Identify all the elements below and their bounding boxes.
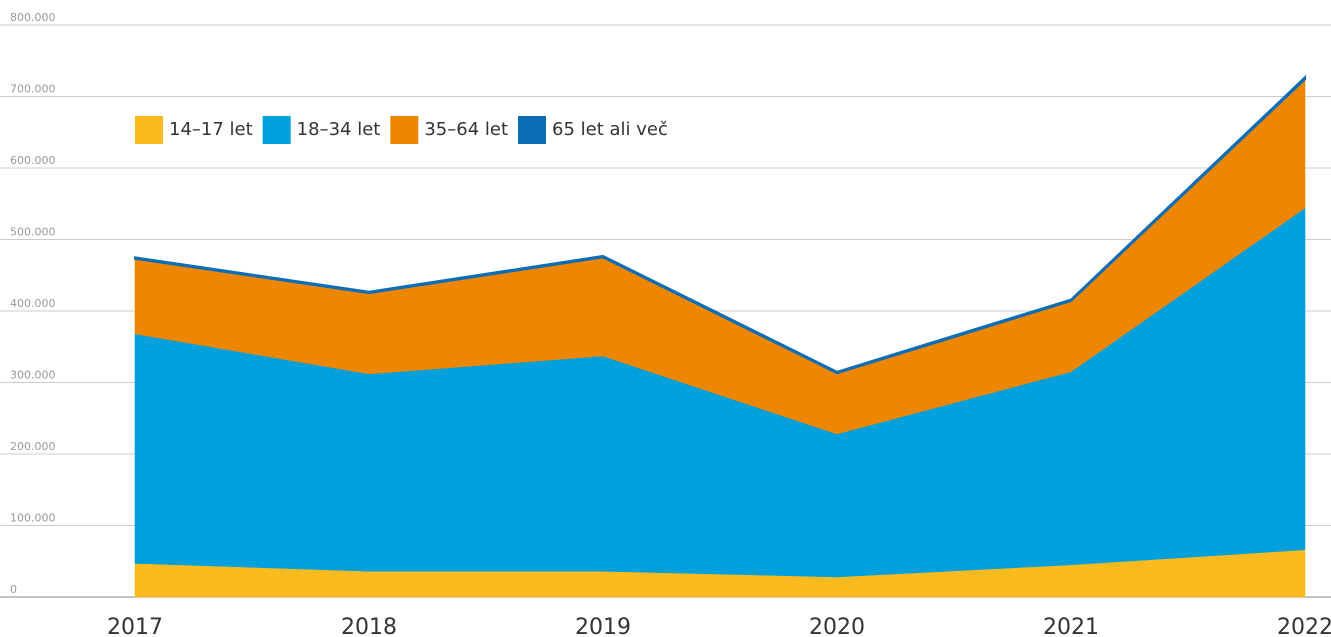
x-tick-label: 2019 (575, 615, 631, 637)
y-tick-label: 500.000 (10, 226, 56, 239)
x-tick-label: 2021 (1043, 615, 1099, 637)
y-tick-label: 200.000 (10, 440, 56, 453)
legend-label: 35–64 let (424, 119, 508, 140)
y-tick-label: 600.000 (10, 154, 56, 167)
x-tick-label: 2020 (809, 615, 865, 637)
y-tick-label: 400.000 (10, 297, 56, 310)
legend-label: 18–34 let (297, 119, 381, 140)
legend: 14–17 let 18–34 let 35–64 let 65 let ali ve… (135, 116, 668, 144)
legend-swatch (518, 116, 547, 144)
legend-label: 65 let ali več (552, 119, 668, 140)
x-tick-label: 2017 (107, 615, 163, 637)
x-tick-label: 2018 (341, 615, 397, 637)
y-tick-label: 0 (10, 583, 17, 596)
legend-swatch (262, 116, 291, 144)
legend-swatch (135, 116, 163, 144)
y-tick-label: 800.000 (10, 11, 56, 24)
y-tick-label: 700.000 (10, 83, 56, 96)
legend-label: 14–17 let (169, 119, 253, 140)
y-tick-label: 300.000 (10, 369, 56, 382)
area (134, 74, 1306, 375)
x-tick-label: 2022 (1277, 615, 1331, 637)
y-tick-label: 100.000 (10, 512, 56, 525)
legend-swatch (390, 116, 419, 144)
